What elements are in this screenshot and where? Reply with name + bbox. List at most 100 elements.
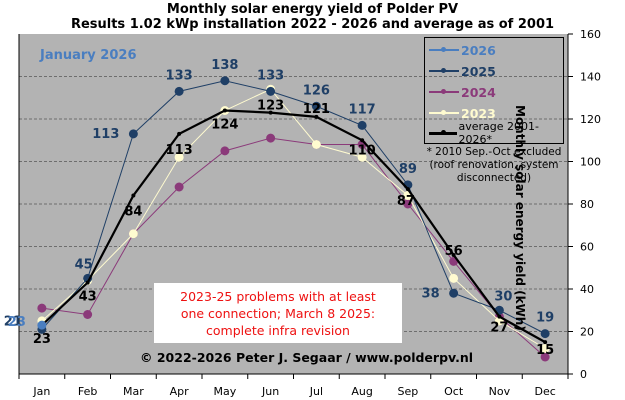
data-point-2025	[128, 129, 138, 139]
data-label-average: 27	[490, 321, 508, 336]
x-tick-label: Apr	[170, 385, 190, 398]
data-point-2023	[128, 229, 138, 239]
x-tick-label: Sep	[398, 385, 419, 398]
data-point-average	[360, 138, 365, 143]
data-label-2026: 23	[8, 315, 26, 330]
x-tick-label: Nov	[489, 385, 511, 398]
legend-label: 2023	[461, 105, 496, 121]
footnote-line: (roof renovation, system	[429, 159, 559, 171]
legend-item-2024: 2024	[429, 83, 496, 101]
data-label-2025: 30	[494, 289, 512, 304]
copyright: © 2022-2026 Peter J. Segaar / www.polder…	[140, 350, 474, 365]
data-label-2025: 133	[257, 68, 284, 83]
data-label-2025: 21	[4, 314, 22, 329]
legend-label: 2026	[461, 42, 496, 58]
legend-item-2025: 2025	[429, 62, 496, 80]
data-point-2024	[266, 133, 276, 143]
data-label-average: 43	[79, 290, 97, 305]
x-tick-label: Oct	[444, 385, 464, 398]
data-label-2025: 45	[75, 257, 93, 272]
x-tick-label: Aug	[351, 385, 372, 398]
x-tick-label: Jun	[261, 385, 279, 398]
data-point-average	[451, 253, 456, 257]
data-point-average	[405, 187, 410, 192]
footnote-line: disconnected)	[456, 172, 532, 184]
data-label-2025: 126	[303, 83, 330, 98]
data-point-2025	[449, 288, 459, 298]
series-line-2024	[41, 137, 546, 358]
data-label-average: 123	[257, 99, 284, 114]
legend-item-average: average 2001-2026*	[429, 120, 563, 146]
note-line: 2023-25 problems with at least	[180, 289, 376, 304]
x-tick-label: Mar	[123, 385, 144, 398]
y-tick-label: 80	[580, 198, 594, 211]
data-point-2024	[83, 310, 93, 319]
note-line: one connection; March 8 2025:	[180, 306, 376, 321]
data-label-2025: 138	[211, 58, 238, 73]
data-point-2024	[540, 352, 550, 362]
data-label-2025: 133	[166, 68, 193, 83]
data-point-2024	[37, 303, 47, 313]
data-label-average: 87	[397, 194, 415, 209]
x-tick-label: May	[214, 385, 237, 398]
data-label-2025: 38	[422, 286, 440, 301]
footnote: * 2010 Sep.-Oct excluded (roof renovatio…	[420, 146, 568, 185]
legend-item-2026: 2026	[429, 41, 496, 59]
data-point-average	[314, 114, 319, 119]
data-point-2024	[403, 199, 413, 209]
y-tick-label: 20	[580, 326, 594, 339]
data-point-average	[222, 108, 227, 113]
data-label-2025: 117	[349, 102, 376, 117]
data-point-2025	[266, 86, 276, 96]
data-point-2025	[220, 76, 230, 86]
data-point-2025	[540, 329, 550, 339]
y-tick-label: 140	[580, 71, 601, 84]
data-label-average: 56	[445, 244, 463, 259]
data-label-average: 23	[33, 332, 51, 347]
y-tick-label: 120	[580, 113, 601, 126]
data-point-average	[543, 340, 548, 345]
series-line-2023	[41, 88, 546, 349]
data-label-average: 124	[211, 118, 238, 133]
footnote-line: * 2010 Sep.-Oct excluded	[426, 146, 562, 158]
data-label-2025: 89	[399, 162, 417, 177]
legend-label: 2025	[461, 63, 496, 79]
y-tick-label: 40	[580, 283, 594, 296]
note-line: complete infra revision	[206, 323, 350, 338]
data-label-average: 110	[349, 143, 376, 158]
data-label-average: 84	[124, 205, 142, 220]
data-label-average: 15	[536, 343, 554, 358]
y-axis-label: Monthly solar energy yield (kWh)	[513, 105, 527, 331]
x-tick-label: Feb	[78, 385, 97, 398]
data-point-average	[85, 280, 90, 285]
data-label-2025: 19	[536, 311, 554, 326]
data-label-2025: 113	[92, 127, 119, 142]
chart-subtitle: Results 1.02 kWp installation 2022 - 202…	[70, 17, 555, 32]
data-point-2023	[174, 152, 184, 162]
data-point-2023	[357, 152, 367, 162]
legend-item-2023: 2023	[429, 104, 496, 122]
data-point-average	[177, 131, 182, 136]
current-month-label: January 2026	[40, 48, 137, 63]
x-tick-label: Jan	[32, 385, 50, 398]
problem-note: 2023-25 problems with at least one conne…	[154, 283, 402, 343]
data-point-2024	[174, 182, 184, 192]
series-line-2025	[41, 80, 546, 335]
data-point-2023	[449, 273, 459, 283]
data-point-2023	[540, 344, 550, 353]
data-point-2023	[311, 140, 321, 149]
data-point-2024	[220, 146, 230, 156]
y-tick-label: 160	[580, 28, 601, 41]
y-tick-label: 60	[580, 241, 594, 254]
legend-label: 2024	[461, 84, 496, 100]
data-point-2025	[174, 86, 184, 96]
data-point-average	[497, 314, 502, 319]
data-label-average: 113	[166, 143, 193, 158]
y-tick-label: 100	[580, 156, 601, 169]
x-tick-label: Dec	[534, 385, 555, 398]
data-label-average: 121	[303, 102, 330, 117]
x-tick-label: Jul	[309, 385, 323, 398]
data-point-average	[268, 110, 273, 115]
y-tick-label: 0	[580, 368, 587, 381]
legend: 2026 2025 2024 2023 average 2001-2026*	[424, 37, 564, 146]
